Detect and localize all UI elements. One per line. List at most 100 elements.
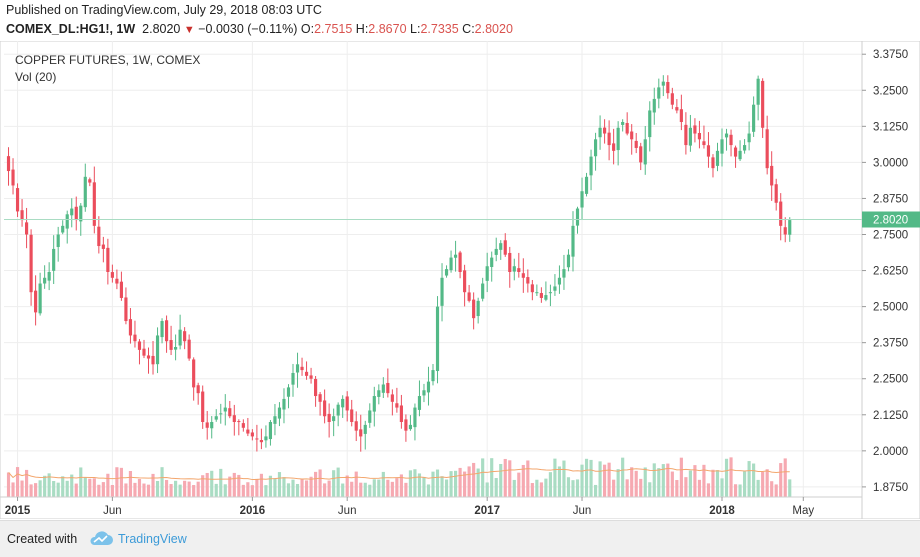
candle-body	[630, 131, 634, 140]
candle-body	[228, 408, 232, 417]
volume-bar	[47, 473, 51, 497]
candle-body	[539, 293, 543, 298]
volume-bar	[526, 460, 530, 497]
volume-bar	[788, 479, 792, 497]
volume-bar	[223, 484, 227, 497]
volume-bar	[24, 469, 29, 497]
candle-body	[395, 403, 399, 408]
x-tick-label: 2015	[5, 505, 31, 517]
volume-bar	[115, 467, 119, 497]
volume-bar	[548, 472, 552, 497]
volume-bar	[137, 478, 142, 497]
volume-bar	[350, 481, 354, 497]
candle-body	[431, 370, 435, 382]
candle-body	[679, 109, 683, 122]
volume-bar	[106, 473, 110, 497]
candle-body	[372, 396, 376, 412]
candle-body	[779, 201, 783, 226]
volume-bar	[61, 476, 65, 497]
chart-frame[interactable]: 1.8750 2.0000 2.1250 2.2500 2.3750 2.5000 2.62…	[0, 41, 920, 519]
volume-ma	[8, 467, 790, 481]
volume-bar	[119, 467, 123, 497]
volume-bar	[553, 458, 557, 497]
candle-body	[363, 424, 367, 434]
volume-bar	[453, 470, 458, 497]
volume-bar	[490, 458, 494, 497]
volume-bar	[314, 471, 318, 497]
x-tick-label: Jun	[573, 505, 592, 517]
candle-body	[183, 331, 187, 342]
volume-bar	[318, 469, 322, 497]
candle-body	[282, 398, 286, 410]
volume-bar	[192, 485, 196, 497]
volume-bar	[43, 475, 47, 497]
candle-body	[499, 243, 503, 250]
candle-body	[24, 222, 29, 235]
volume-bar	[738, 484, 742, 497]
candle-body	[399, 405, 403, 422]
volume-bar	[499, 463, 503, 497]
candle-body	[359, 429, 363, 437]
candle-body	[670, 93, 674, 105]
volume-bar	[661, 464, 665, 497]
volume-bar	[630, 467, 634, 497]
candle-body	[15, 188, 20, 212]
y-tick-label: 2.8750	[873, 193, 908, 205]
volume-bar	[616, 469, 620, 497]
candle-body	[702, 141, 706, 146]
candle-body	[92, 182, 96, 226]
candle-body	[241, 423, 245, 428]
candle-body	[332, 416, 336, 422]
last-price-tag	[862, 211, 920, 228]
candle-body	[440, 277, 444, 306]
candle-body	[250, 432, 254, 437]
candle-body	[693, 125, 697, 134]
tradingview-brand[interactable]: TradingView	[118, 532, 187, 546]
low-label: L:	[410, 22, 421, 36]
candle-body	[607, 132, 611, 146]
close-label: C:	[462, 22, 475, 36]
volume-bar	[444, 479, 449, 497]
candle-body	[517, 268, 521, 272]
price-chart[interactable]: 1.8750 2.0000 2.1250 2.2500 2.3750 2.5000 2.62…	[0, 41, 920, 519]
volume-bar	[580, 464, 584, 497]
volume-bar	[291, 479, 295, 497]
volume-bar	[679, 457, 683, 497]
candle-body	[566, 254, 571, 268]
symbol-label[interactable]: COMEX_DL:HG1!, 1W	[6, 22, 136, 36]
x-tick-label: May	[792, 505, 814, 517]
candle-body	[164, 320, 169, 342]
candle-body	[756, 78, 760, 105]
volume-bar	[688, 470, 692, 497]
candle-body	[106, 247, 110, 272]
volume-bar	[377, 479, 381, 497]
candle-body	[291, 372, 295, 385]
volume-bar	[300, 478, 304, 497]
volume-bar	[612, 479, 616, 497]
candle-body	[259, 439, 263, 443]
tradingview-cloud-icon[interactable]	[88, 529, 114, 549]
volume-bar	[774, 484, 778, 497]
volume-bar	[146, 484, 151, 497]
candle-body	[720, 139, 724, 154]
volume-bar	[517, 472, 521, 497]
volume-bar	[408, 470, 413, 497]
x-tick-label: 2018	[709, 505, 735, 517]
y-tick-label: 3.0000	[873, 157, 908, 169]
candle-body	[214, 416, 218, 420]
candle-body	[133, 334, 137, 342]
candle-body	[535, 292, 539, 294]
candle-body	[381, 384, 385, 393]
candle-body	[544, 295, 548, 300]
chart-border	[0, 41, 920, 519]
volume-bar	[196, 481, 200, 497]
volume-bar	[74, 483, 78, 497]
volume-bar	[178, 484, 182, 497]
candle-body	[196, 385, 200, 394]
volume-bar	[92, 478, 96, 497]
volume-bar	[481, 458, 485, 497]
candle-body	[476, 300, 480, 317]
candle-body	[485, 266, 489, 281]
candle-body	[268, 422, 273, 440]
volume-bar	[458, 467, 462, 497]
